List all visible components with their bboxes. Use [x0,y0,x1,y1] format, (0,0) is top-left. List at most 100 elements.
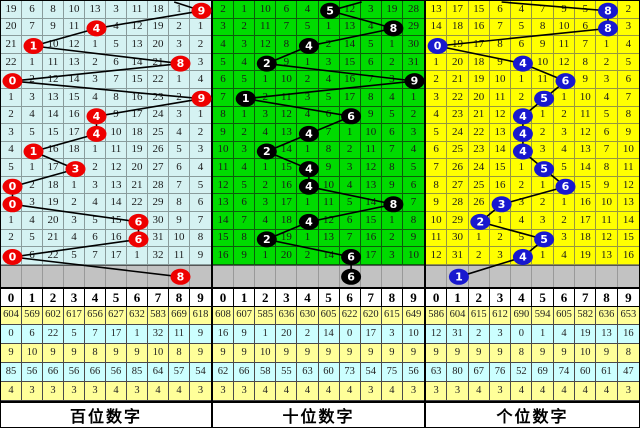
stat-cell: 63 [297,363,319,383]
pending-cell [276,265,298,287]
stat-cell: 4 [255,382,277,401]
trend-cell: 5 [234,71,256,89]
trend-cell: 16 [360,229,382,248]
trend-cell: 1 [339,124,361,142]
trend-cell: 4 [234,53,256,72]
stat-cell: 3 [381,325,403,345]
trend-cell: 6 [381,124,403,142]
stat-cell: 3 [22,382,43,401]
trend-cell: 2 [255,229,277,248]
trend-cell: 2 [468,247,490,265]
trend-cell: 5 [360,36,382,54]
trend-cell: 4 [553,247,576,265]
trend-cell: 4 [213,36,235,54]
trend-cell: 5 [85,212,106,230]
stat-cell: 9 [127,344,148,364]
trend-cell: 17 [127,106,148,125]
stat-cell: 9 [489,344,512,364]
trend-cell: 19 [1,1,22,19]
trend-cell: 3 [234,141,256,160]
trend-cell: 10 [402,247,424,265]
trend-cell: 13 [339,18,361,37]
stat-cell: 0 [339,325,361,345]
trend-cell: 3 [234,36,256,54]
stat-cell: 9 [447,344,469,364]
trend-cell: 10 [318,176,340,195]
trend-cell: 13 [127,36,148,54]
trend-cell: 11 [276,88,298,107]
trend-cell: 13 [43,88,64,107]
trend-cell: 17 [575,212,597,230]
trend-cell: 24 [148,106,169,125]
trend-cell: 5 [596,106,618,125]
trend-cell: 1 [234,88,256,107]
trend-cell: 6 [318,106,340,125]
trend-cell: 5 [553,159,576,177]
trend-cell: 10 [553,18,576,37]
stat-cell: 636 [596,306,618,326]
stat-cell: 4 [596,382,618,401]
trend-cell: 11 [489,88,512,107]
stat-cell: 17 [106,325,127,345]
trend-cell: 28 [148,176,169,195]
pending-cell [148,265,169,287]
trend-cell: 13 [575,141,597,160]
stat-cell: 10 [22,344,43,364]
panel-units: 13 17 15 6 4 7 9 5 8 2 14 18 16 7 5 8 10 6 8 3 0 19 17 8 6 9 11 7 1 4… [426,1,639,427]
trend-cell: 10 [169,229,190,248]
trend-cell: 10 [106,124,127,142]
trend-cell: 1 [402,89,424,107]
digit-header-cell: 7 [361,288,382,306]
trend-cell: 29 [447,212,469,230]
trend-cell: 8 [213,106,235,125]
trend-cell: 12 [276,106,298,125]
trend-cell: 27 [447,176,469,195]
trend-cell: 6 [339,212,361,230]
trend-cell: 10 [360,124,382,142]
trend-cell: 13 [64,53,85,72]
trend-cell: 26 [447,159,469,177]
trend-cell: 2 [169,18,190,37]
trend-cell: 12 [426,247,448,265]
stat-cell: 3 [234,382,256,401]
trend-cell: 14 [64,71,85,89]
pending-cell [447,265,469,287]
trend-cell: 8 [381,159,403,177]
trend-cell: 10 [489,71,512,89]
trend-cell: 20 [127,159,148,177]
trend-cell: 28 [447,194,469,213]
trend-cell: 21 [468,106,490,125]
trend-cell: 19 [148,18,169,37]
trend-cell: 14 [106,194,127,213]
trend-cell: 14 [426,18,448,37]
trend-cell: 17 [43,159,64,177]
trend-cell: 3 [213,18,235,37]
trend-cell: 2 [85,53,106,72]
trend-cell: 6 [360,53,382,72]
stat-cell: 4 [381,382,403,401]
trend-cell: 11 [213,159,235,177]
stat-cell: 10 [402,325,424,345]
trend-cell: 8 [426,176,448,195]
trend-cell: 2 [255,176,277,195]
stat-cell: 615 [468,306,490,326]
trend-cell: 12 [255,36,277,54]
trend-cell: 2 [169,88,190,107]
panel-hundreds: 19 6 8 10 13 3 11 18 1 9 20 7 9 11 4 4 12 19 2 1 21 1 10 12 1 5 13… [1,1,213,427]
trend-cell: 2 [255,141,277,160]
trend-cell: 4 [297,1,319,19]
trend-cell: 4 [255,212,277,230]
stat-cell: 4 [532,382,554,401]
trend-cell: 17 [360,247,382,265]
trend-cell: 1 [553,88,576,107]
trend-cell: 11 [106,141,127,160]
trend-cell: 1 [22,53,43,72]
trend-cell: 1 [127,247,148,265]
trend-cell: 9 [426,194,448,213]
trend-cell: 8 [169,53,190,72]
pending-cell [532,265,554,287]
trend-cell: 1 [1,88,22,107]
trend-cell: 15 [276,159,298,177]
stat-cell: 582 [575,306,597,326]
trend-cell: 12 [339,1,361,19]
